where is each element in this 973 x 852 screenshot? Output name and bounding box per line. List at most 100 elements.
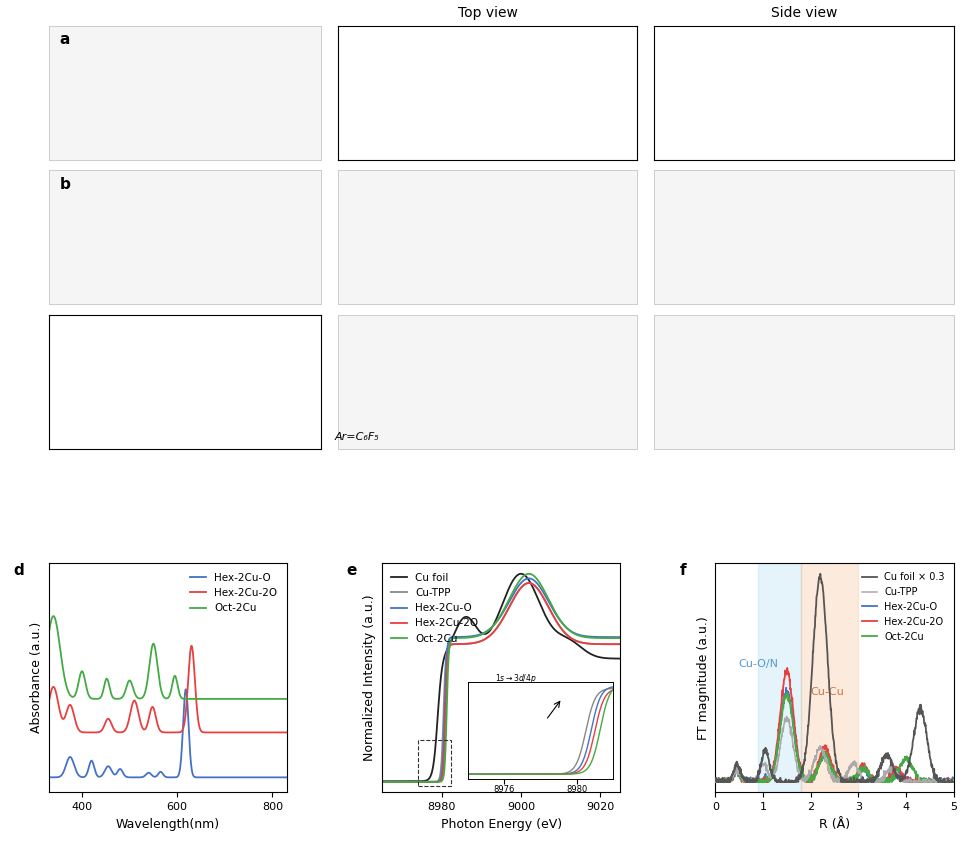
Cu-TPP <box>391 777 403 787</box>
Bar <box>758 563 801 792</box>
Cu foil × 0.3 <box>890 769 902 780</box>
Hex-2Cu-2O <box>523 578 535 588</box>
Oct-2Cu <box>916 777 927 787</box>
Cu-TPP <box>916 777 927 787</box>
Hex-2Cu-2O <box>206 728 218 738</box>
Cu foil × 0.3 <box>848 777 860 787</box>
Hex-2Cu-O <box>377 777 388 787</box>
Line: Hex-2Cu-O: Hex-2Cu-O <box>382 579 620 782</box>
Hex-2Cu-O <box>521 573 532 584</box>
Oct-2Cu <box>523 568 535 579</box>
Oct-2Cu <box>234 694 245 704</box>
Cu foil <box>582 647 594 657</box>
Cu foil × 0.3 <box>948 777 959 787</box>
Hex-2Cu-2O <box>948 774 959 785</box>
Oct-2Cu <box>725 774 737 784</box>
Line: Cu foil × 0.3: Cu foil × 0.3 <box>715 573 954 782</box>
Hex-2Cu-2O <box>229 728 240 738</box>
Cu foil <box>614 653 626 664</box>
Text: d: d <box>13 563 23 579</box>
Oct-2Cu <box>229 694 240 704</box>
Hex-2Cu-O <box>229 772 240 782</box>
Cu-TPP <box>582 638 594 648</box>
Hex-2Cu-2O <box>890 763 902 773</box>
Hex-2Cu-2O <box>67 706 79 717</box>
Line: Hex-2Cu-2O: Hex-2Cu-2O <box>49 646 287 733</box>
Cu-TPP <box>725 774 737 785</box>
Oct-2Cu <box>281 694 293 704</box>
Hex-2Cu-2O <box>521 579 532 589</box>
Cu foil × 0.3 <box>709 774 721 784</box>
Text: Cu-O/N: Cu-O/N <box>739 659 778 669</box>
Cu-TPP <box>780 711 792 722</box>
X-axis label: R (Å): R (Å) <box>819 818 850 831</box>
Hex-2Cu-2O <box>725 774 737 784</box>
Line: Oct-2Cu: Oct-2Cu <box>382 573 620 782</box>
Cu foil × 0.3 <box>916 704 927 714</box>
Cu foil × 0.3 <box>854 776 866 786</box>
Cu foil <box>377 776 388 786</box>
Hex-2Cu-O <box>724 775 736 786</box>
Text: f: f <box>680 563 686 579</box>
Hex-2Cu-O <box>528 575 540 585</box>
Hex-2Cu-O <box>854 767 866 777</box>
Bar <box>801 563 858 792</box>
Cu foil × 0.3 <box>814 568 826 579</box>
Oct-2Cu <box>848 774 860 784</box>
Hex-2Cu-2O <box>234 728 245 738</box>
Cu-TPP <box>709 774 721 784</box>
Oct-2Cu <box>377 777 388 787</box>
Hex-2Cu-O <box>890 764 902 774</box>
Cu foil <box>515 568 526 579</box>
Hex-2Cu-O <box>148 771 160 781</box>
Cu foil <box>528 584 540 595</box>
Line: Cu-TPP: Cu-TPP <box>382 583 620 782</box>
Oct-2Cu <box>67 692 79 702</box>
Hex-2Cu-O <box>848 775 860 786</box>
X-axis label: Wavelength(nm): Wavelength(nm) <box>116 818 220 831</box>
Oct-2Cu <box>890 769 902 779</box>
Cu-TPP <box>515 584 526 594</box>
Cu-TPP <box>848 758 860 769</box>
Cu foil <box>521 573 532 583</box>
Hex-2Cu-O <box>180 684 192 694</box>
Hex-2Cu-2O <box>558 625 569 636</box>
Hex-2Cu-O <box>948 777 959 787</box>
Text: Cu-Cu: Cu-Cu <box>811 687 845 697</box>
Hex-2Cu-O <box>915 773 926 783</box>
Text: Side view: Side view <box>771 6 837 20</box>
Oct-2Cu <box>521 569 532 579</box>
Cu-TPP <box>521 579 532 589</box>
Cu foil × 0.3 <box>711 777 723 787</box>
Y-axis label: Absorbance (a.u.): Absorbance (a.u.) <box>30 622 43 734</box>
Hex-2Cu-O <box>43 772 54 782</box>
Text: e: e <box>346 563 357 579</box>
Line: Hex-2Cu-O: Hex-2Cu-O <box>715 688 954 782</box>
Oct-2Cu <box>780 688 792 698</box>
Cu-TPP <box>862 776 874 786</box>
Oct-2Cu <box>139 687 151 697</box>
Hex-2Cu-O <box>515 579 526 589</box>
Cu foil × 0.3 <box>725 775 737 786</box>
Hex-2Cu-2O <box>186 641 198 651</box>
Oct-2Cu <box>854 767 866 777</box>
Hex-2Cu-2O <box>916 776 927 786</box>
Hex-2Cu-O <box>67 757 79 767</box>
Hex-2Cu-2O <box>709 774 721 784</box>
Cu-TPP <box>558 625 569 636</box>
Cu-TPP <box>528 580 540 590</box>
Hex-2Cu-O <box>139 770 151 780</box>
Text: a: a <box>59 32 70 47</box>
Oct-2Cu <box>710 777 722 787</box>
Cu foil × 0.3 <box>862 774 874 785</box>
Cu foil <box>515 569 526 579</box>
Oct-2Cu <box>515 574 526 584</box>
Oct-2Cu <box>207 694 219 704</box>
Legend: Cu foil × 0.3, Cu-TPP, Hex-2Cu-O, Hex-2Cu-2O, Oct-2Cu: Cu foil × 0.3, Cu-TPP, Hex-2Cu-O, Hex-2C… <box>858 568 949 646</box>
X-axis label: Photon Energy (eV): Photon Energy (eV) <box>441 818 561 831</box>
Cu-TPP <box>377 777 388 787</box>
Hex-2Cu-2O <box>710 777 722 787</box>
Hex-2Cu-2O <box>781 663 793 673</box>
Oct-2Cu <box>148 639 160 649</box>
Hex-2Cu-2O <box>854 761 866 771</box>
